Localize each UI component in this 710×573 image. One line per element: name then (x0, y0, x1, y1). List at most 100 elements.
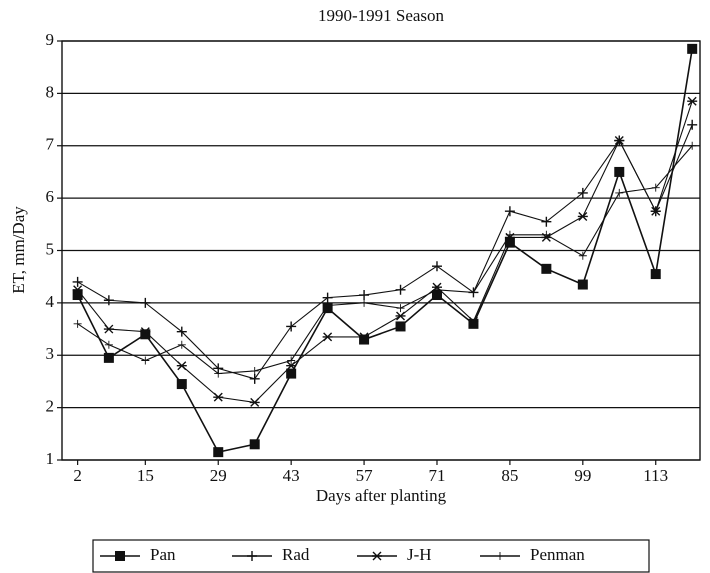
marker-square (577, 279, 588, 290)
marker (395, 311, 406, 321)
y-tick-label: 6 (46, 187, 55, 206)
marker-square (504, 237, 515, 248)
marker (115, 551, 125, 561)
marker (577, 279, 588, 290)
marker (505, 230, 514, 239)
marker-plus (578, 251, 587, 260)
marker (650, 269, 661, 280)
marker-square (249, 439, 260, 450)
marker-plus (141, 356, 150, 365)
y-tick-label: 9 (46, 30, 55, 49)
marker-square (176, 379, 187, 390)
marker-star (213, 392, 224, 402)
marker-star (176, 361, 187, 371)
marker (688, 141, 697, 150)
marker (359, 332, 370, 342)
marker-plus (431, 261, 442, 272)
marker (322, 332, 333, 342)
marker (542, 230, 551, 239)
marker-plus (287, 356, 296, 365)
y-tick-label: 2 (46, 397, 55, 416)
marker (468, 318, 479, 329)
marker-star (140, 327, 151, 337)
marker-plus (140, 297, 151, 308)
marker (72, 285, 83, 295)
marker (468, 316, 479, 326)
marker-square (115, 551, 125, 561)
x-tick-label: 43 (283, 466, 300, 485)
legend-label: Pan (150, 545, 176, 564)
marker-plus (322, 292, 333, 303)
marker-square (140, 329, 151, 340)
x-tick-label: 99 (574, 466, 591, 485)
marker (214, 369, 223, 378)
marker (249, 397, 260, 407)
x-axis-label: Days after planting (316, 486, 447, 505)
marker-square (213, 447, 224, 458)
marker-plus (176, 326, 187, 337)
marker (395, 321, 406, 332)
marker (176, 326, 187, 337)
marker-plus (214, 369, 223, 378)
marker-plus (577, 187, 588, 198)
y-axis-label: ET, mm/Day (9, 206, 28, 294)
marker-plus (250, 366, 259, 375)
marker (687, 43, 698, 54)
y-tick-label: 5 (46, 239, 55, 258)
marker (286, 361, 297, 371)
marker-star (72, 285, 83, 295)
marker-plus (247, 551, 257, 561)
marker-star (359, 332, 370, 342)
marker-square (650, 269, 661, 280)
marker-plus (469, 288, 478, 297)
marker (650, 206, 661, 216)
marker (140, 297, 151, 308)
marker (614, 166, 625, 177)
marker (577, 211, 588, 221)
marker (287, 356, 296, 365)
marker-star (395, 311, 406, 321)
marker (469, 288, 478, 297)
marker-plus (504, 206, 515, 217)
marker (541, 216, 552, 227)
marker (395, 284, 406, 295)
x-tick-label: 113 (643, 466, 668, 485)
marker-plus (323, 301, 332, 310)
marker-star (372, 551, 382, 561)
marker-plus (687, 119, 698, 130)
marker-star (614, 136, 625, 146)
marker-plus (541, 216, 552, 227)
marker-plus (104, 340, 113, 349)
marker-plus (542, 230, 551, 239)
marker (496, 552, 504, 560)
marker-plus (286, 321, 297, 332)
marker (103, 324, 114, 334)
marker (140, 327, 151, 337)
y-tick-label: 7 (46, 135, 55, 154)
marker (372, 551, 382, 561)
marker-plus (177, 340, 186, 349)
marker (103, 352, 114, 363)
marker (323, 301, 332, 310)
marker (176, 379, 187, 390)
marker (72, 276, 83, 287)
marker (247, 551, 257, 561)
marker-plus (505, 230, 514, 239)
marker (250, 366, 259, 375)
marker (614, 136, 625, 146)
marker (504, 237, 515, 248)
series-line (77, 145, 693, 375)
marker-plus (360, 298, 369, 307)
x-tick-label: 15 (137, 466, 154, 485)
marker-square (431, 290, 442, 301)
marker-square (286, 368, 297, 379)
marker (322, 292, 333, 303)
marker (578, 251, 587, 260)
legend-label: J-H (407, 545, 432, 564)
plot-frame (61, 40, 701, 461)
marker (651, 183, 660, 192)
marker-plus (103, 295, 114, 306)
marker (431, 290, 442, 301)
marker (687, 96, 698, 106)
marker-square (72, 290, 83, 301)
